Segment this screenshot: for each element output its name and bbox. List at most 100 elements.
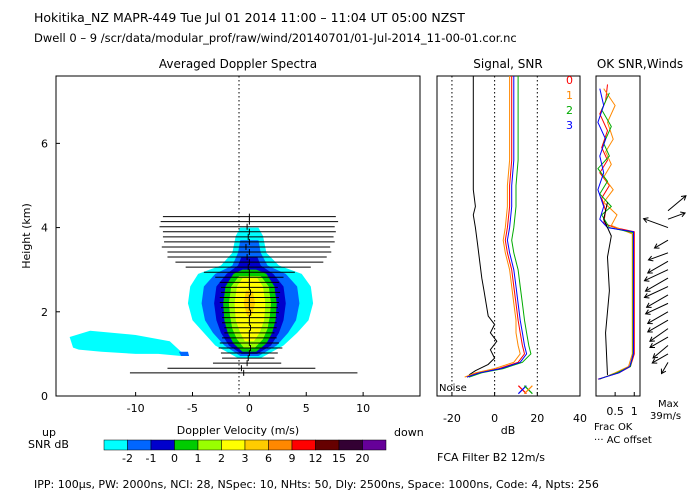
wind-barb-head [643,276,650,282]
spectra-direction-down: down [394,426,424,439]
wind-barb [654,239,669,249]
wind-barb-head [649,336,655,342]
colorbar-cells [103,439,387,451]
noise-x-orange [523,385,533,395]
wind-barb-head [652,353,659,359]
x-tick-label: -20 [443,412,461,425]
wind-barb-head [649,342,655,349]
spectra-xlabel: Doppler Velocity (m/s) [177,424,299,437]
legend-entry-0: 0 [566,74,573,87]
colorbar-ticks: -2 -1 0 1 2 3 6 9 12 15 20 [122,452,369,465]
snr-left-patch [69,330,187,356]
wind-barb [649,328,669,342]
winds-xlabel: Frac OK [594,422,633,433]
signal-xlabel: dB [501,424,516,437]
wind-barb-head [642,217,649,223]
signal-grid [451,76,538,396]
wind-barb-head [653,243,660,249]
x-tick-label: 10 [356,402,370,415]
winds-x-ticks: 0.5 1 [606,392,638,418]
wind-barb [644,286,669,298]
colorbar-tick-label: 2 [218,452,225,465]
colorbar-cell [291,439,316,451]
colorbar-tick-label: 12 [309,452,323,465]
x-tick-label: 0 [246,402,253,415]
wind-barb-head [647,255,654,262]
noise-label: Noise [439,383,467,394]
winds-legend: 0 1 2 3 [566,74,573,132]
wind-barb [652,345,669,359]
colorbar-cell [103,439,128,451]
wind-barb [651,353,669,364]
wind-barb-head [660,368,667,375]
colorbar-cell [338,439,363,451]
wind-barb-head [644,286,651,292]
signal-lines [464,76,532,378]
wind-barb [645,277,669,292]
wind-barb [647,260,669,274]
wind-barb [646,294,669,308]
signal-title: Signal, SNR [473,57,542,71]
colorbar-tick-label: -2 [122,452,133,465]
colorbar-cell [174,439,199,451]
winds-max-label: Max [658,399,679,410]
legend-entry-3: 3 [566,119,573,132]
winds-lines [597,84,635,380]
colorbar-tick-label: 20 [356,452,370,465]
signal-series-3 [468,76,532,378]
signal-series-2 [464,76,521,378]
colorbar-tick-label: 9 [289,452,296,465]
y-tick-label: 0 [41,390,48,403]
wind-barb [645,302,669,315]
wind-barb [667,212,686,220]
wind-barb-head [680,211,687,218]
colorbar-cell [362,439,387,451]
wind-barb-head [646,268,653,274]
frac-ok-series-2 [597,92,634,380]
colorbar-cell [221,439,246,451]
y-tick-label: 6 [41,137,48,150]
header-line2: Dwell 0 – 9 /scr/data/modular_prof/raw/w… [34,31,517,45]
x-tick-label: -5 [187,402,198,415]
wind-barbs [642,195,687,375]
wind-barb-head [644,309,651,315]
footer-params: IPP: 100µs, PW: 2000ns, NCI: 28, NSpec: … [34,478,599,491]
wind-barb-head [643,293,650,299]
spectra-y-ticks: 0 2 4 6 [41,137,60,403]
wind-barb-head [680,195,687,201]
spectra-x-ticks: -10 -5 0 5 10 [127,392,370,415]
wind-barb [667,195,687,212]
signal-series-4 [466,76,528,378]
colorbar-cell [315,439,340,451]
x-tick-label: 0 [491,412,498,425]
spectra-peak-bars [129,213,358,376]
signal-panel: Signal, SNR -20 0 20 40 dB Noise FCA Filter… [436,57,587,464]
spectra-frame [55,75,421,397]
wind-barb-head [646,327,653,333]
wind-barb [643,218,669,229]
snr-left-core [178,351,190,356]
frac-ok-series-1 [599,88,633,380]
wind-barb-head [646,318,653,325]
x-tick-label: 20 [530,412,544,425]
spectra-panel: Averaged Doppler Spectra -10 -5 0 5 10 0246 … [20,57,424,439]
x-tick-label: 0.5 [606,405,624,418]
frac-ok-series-3 [597,88,634,380]
winds-frame [595,75,641,397]
signal-series-1 [466,76,526,378]
colorbar-tick-label: 6 [265,452,272,465]
signal-x-ticks: -20 0 20 40 [443,392,587,425]
colorbar-tick-label: 3 [242,452,249,465]
signal-frame [436,75,581,397]
colorbar-cell [244,439,269,451]
legend-entry-1: 1 [566,89,573,102]
colorbar-tick-label: -1 [146,452,157,465]
x-tick-label: 1 [631,405,638,418]
fca-filter: FCA Filter B2 12m/s [437,451,545,464]
y-tick-label: 2 [41,306,48,319]
noise-marker [517,385,533,395]
winds-note: ··· AC offset [594,435,652,446]
spectra-direction-up: up [42,426,56,439]
